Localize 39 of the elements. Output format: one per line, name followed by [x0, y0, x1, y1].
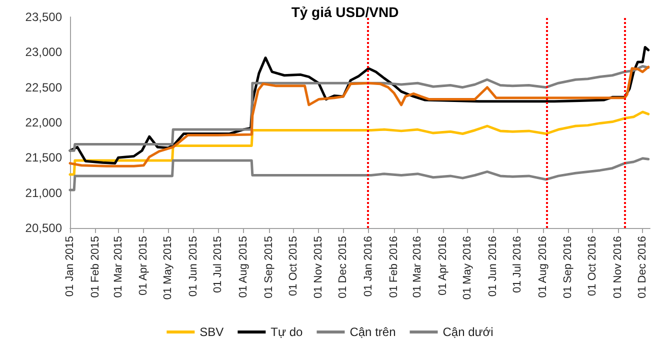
x-tick-label: 01 Oct 2015	[287, 236, 300, 296]
legend-label: Cận trên	[350, 325, 396, 339]
x-tick-label: 01 Dec 2016	[636, 236, 649, 298]
x-tick-label: 01 Jul 2015	[212, 236, 224, 293]
chart-title: Tỷ giá USD/VND	[291, 4, 399, 20]
line-series	[68, 66, 650, 168]
line-series	[68, 110, 650, 176]
x-tick-label: 01 Aug 2015	[237, 236, 250, 298]
x-tick-label: 01 Jun 2016	[486, 236, 499, 297]
x-tick-label: 01 Jul 2016	[511, 236, 524, 293]
y-tick-label: 21,000	[25, 186, 62, 200]
x-tick-label: 01 Sep 2015	[262, 236, 275, 298]
line-series	[68, 157, 650, 192]
x-tick-label: 01 Apr 2016	[437, 236, 450, 296]
x-tick-label: 01 Feb 2016	[388, 236, 400, 298]
x-tick-label: 01 Nov 2015	[312, 236, 325, 298]
legend-label: SBV	[200, 325, 224, 339]
x-tick-label: 01 Jun 2015	[188, 236, 200, 297]
y-tick-label: 23,000	[25, 45, 62, 60]
x-tick-label: 01 Dec 2015	[337, 236, 350, 298]
x-tick-label: 01 Jan 2015	[64, 236, 76, 297]
x-tick-label: 01 Oct 2016	[586, 236, 599, 296]
x-tick-label: 01 Feb 2015	[89, 236, 102, 298]
y-tick-label: 22,500	[25, 80, 62, 94]
legend-label: Cận dưới	[442, 325, 494, 339]
x-tick-label: 01 Mar 2016	[412, 236, 424, 298]
x-tick-label: 01 Mar 2015	[112, 236, 124, 298]
y-tick-label: 21,500	[25, 150, 62, 165]
x-tick-label: 01 Aug 2016	[536, 236, 549, 298]
x-tick-label: 01 Sep 2016	[562, 236, 574, 298]
x-tick-label: 01 Nov 2016	[612, 236, 624, 298]
y-tick-label: 20,500	[25, 221, 62, 235]
x-tick-label: 01 May 2016	[462, 236, 474, 300]
x-tick-label: 01 May 2015	[162, 236, 174, 300]
x-tick-label: 01 Jan 2016	[362, 236, 375, 297]
y-tick-label: 22,000	[25, 116, 62, 130]
x-tick-label: 01 Apr 2015	[138, 236, 150, 296]
y-tick-label: 23,500	[25, 10, 62, 24]
legend-label: Tự do	[270, 325, 304, 339]
